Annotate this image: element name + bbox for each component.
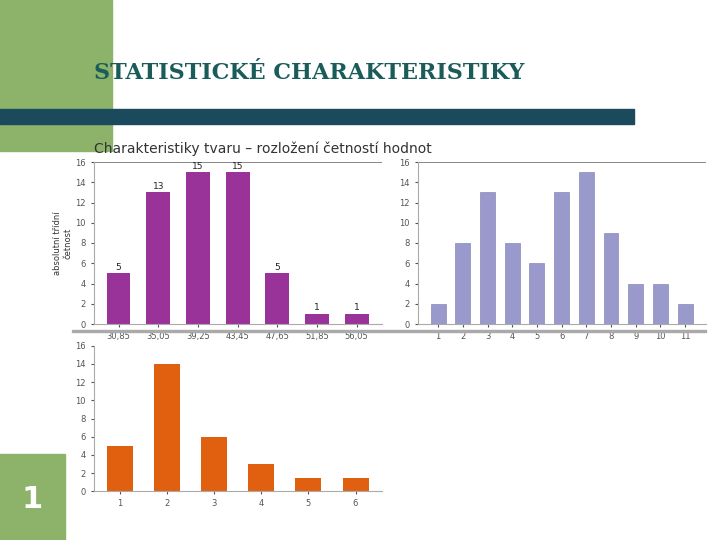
Bar bbox=[107, 273, 130, 324]
Bar bbox=[345, 314, 369, 324]
Bar bbox=[529, 263, 544, 324]
Bar bbox=[248, 464, 274, 491]
Text: STATISTICKÉ CHARAKTERISTIKY: STATISTICKÉ CHARAKTERISTIKY bbox=[94, 62, 524, 84]
Text: 1: 1 bbox=[354, 303, 359, 312]
Bar bbox=[266, 273, 289, 324]
Text: Charakteristiky tvaru – rozložení četností hodnot: Charakteristiky tvaru – rozložení četnos… bbox=[94, 141, 431, 156]
Bar bbox=[201, 437, 227, 491]
Bar bbox=[554, 192, 569, 324]
Bar bbox=[107, 446, 132, 491]
Y-axis label: absolutní třídní
četnost: absolutní třídní četnost bbox=[53, 211, 73, 275]
Bar bbox=[343, 478, 369, 491]
Bar bbox=[154, 364, 180, 491]
Bar bbox=[146, 192, 170, 324]
Bar bbox=[455, 243, 470, 324]
Bar bbox=[653, 284, 668, 324]
Text: 5: 5 bbox=[274, 263, 280, 272]
Bar bbox=[431, 303, 446, 324]
Text: 1: 1 bbox=[22, 485, 43, 514]
Bar bbox=[480, 192, 495, 324]
Bar bbox=[305, 314, 329, 324]
Bar bbox=[186, 172, 210, 324]
Text: 1: 1 bbox=[314, 303, 320, 312]
Text: 15: 15 bbox=[232, 161, 243, 171]
Text: 15: 15 bbox=[192, 161, 204, 171]
Bar bbox=[678, 303, 693, 324]
Bar bbox=[225, 172, 250, 324]
Text: 5: 5 bbox=[116, 263, 122, 272]
X-axis label: tříndní reprezentanti: tříndní reprezentanti bbox=[191, 346, 284, 355]
Bar bbox=[505, 243, 520, 324]
Bar bbox=[629, 284, 643, 324]
Text: 13: 13 bbox=[153, 182, 164, 191]
Bar bbox=[603, 233, 618, 324]
Bar bbox=[295, 478, 321, 491]
Bar bbox=[579, 172, 594, 324]
